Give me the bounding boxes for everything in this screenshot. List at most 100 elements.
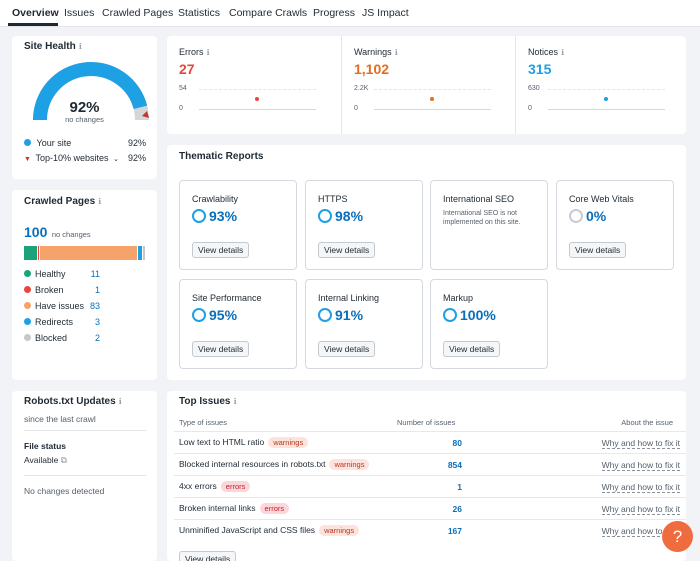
table-row[interactable]: Unminified JavaScript and CSS files warni… <box>174 519 686 541</box>
metric-value[interactable]: 27 <box>179 61 195 77</box>
why-fix-link[interactable]: Why and how to fix it <box>601 526 680 537</box>
why-fix-link[interactable]: Why and how to fix it <box>601 438 680 449</box>
thematic-card-name: Markup <box>443 293 474 303</box>
thematic-card-core-web-vitals[interactable]: Core Web Vitals 0% View details <box>556 180 674 270</box>
crawled-pages-legend-item[interactable]: Redirects 3 <box>24 317 100 333</box>
thematic-card-international-seo[interactable]: International SEO International SEO is no… <box>430 180 548 270</box>
tab-statistics[interactable]: Statistics <box>178 7 221 19</box>
chevron-down-icon[interactable]: ⌄ <box>113 156 119 163</box>
crawled-pages-legend-item[interactable]: Healthy 11 <box>24 269 100 285</box>
crawled-pages-bar-segment[interactable] <box>40 246 138 260</box>
crawled-pages-legend-item[interactable]: Broken 1 <box>24 285 100 301</box>
legend-dot-icon <box>24 270 31 277</box>
crawled-pages-bar-segment[interactable] <box>37 246 40 260</box>
metric-axis-min: 0 <box>179 105 183 112</box>
sparkline-baseline <box>199 109 316 110</box>
issue-badge: warnings <box>329 459 370 470</box>
thematic-card-markup[interactable]: Markup 100% View details <box>430 279 548 369</box>
crawled-pages-bar-segment[interactable] <box>24 246 37 260</box>
crawled-pages-bar-segment[interactable] <box>142 246 145 260</box>
view-details-button[interactable]: View details <box>318 242 376 258</box>
tab-js-impact[interactable]: JS Impact <box>362 7 409 19</box>
sparkline-point[interactable] <box>604 97 608 101</box>
why-fix-link[interactable]: Why and how to fix it <box>601 504 680 515</box>
external-link-icon[interactable]: ⧉ <box>60 455 67 465</box>
issue-badge: errors <box>259 503 290 514</box>
legend-value[interactable]: 11 <box>90 269 100 279</box>
tab-crawled-pages[interactable]: Crawled Pages <box>102 7 174 19</box>
top-issues-view-details-button[interactable]: View details <box>179 551 237 561</box>
legend-label: Have issues <box>35 301 85 311</box>
legend-value[interactable]: 1 <box>94 285 100 295</box>
table-row[interactable]: Blocked internal resources in robots.txt… <box>174 453 686 475</box>
crawled-pages-legend-item[interactable]: Blocked 2 <box>24 333 100 349</box>
issue-name[interactable]: Unminified JavaScript and CSS files warni… <box>179 525 360 536</box>
top-issues-card: Top Issues ℹ Type of issues Number of iss… <box>167 391 686 561</box>
thematic-card-internal-linking[interactable]: Internal Linking 91% View details <box>305 279 423 369</box>
tab-issues[interactable]: Issues <box>64 7 95 19</box>
sparkline-point[interactable] <box>430 97 434 101</box>
metric-value[interactable]: 315 <box>528 61 552 77</box>
legend-value[interactable]: 3 <box>94 317 100 327</box>
why-fix-link[interactable]: Why and how to fix it <box>601 482 680 493</box>
sparkline-baseline <box>548 109 665 110</box>
sparkline-baseline <box>374 109 491 110</box>
info-icon[interactable]: ℹ <box>561 48 565 57</box>
legend-dot-icon <box>24 318 31 325</box>
table-row[interactable]: Low text to HTML ratio warnings 80 Why and … <box>174 431 686 453</box>
crawled-pages-total[interactable]: 100 <box>24 224 48 240</box>
info-icon[interactable]: ℹ <box>98 197 102 206</box>
thematic-card-score: 0% <box>586 208 607 224</box>
info-icon[interactable]: ℹ <box>78 42 82 51</box>
info-icon[interactable]: ℹ <box>233 397 237 406</box>
view-details-button[interactable]: View details <box>192 242 250 258</box>
crawled-pages-change: no changes <box>51 230 91 239</box>
metric-axis-min: 0 <box>354 105 358 112</box>
view-details-button[interactable]: View details <box>569 242 627 258</box>
issue-count[interactable]: 854 <box>447 460 462 470</box>
metric-value[interactable]: 1,102 <box>354 61 390 77</box>
issue-name[interactable]: Broken internal links errors <box>179 503 290 514</box>
table-row[interactable]: 4xx errors errors 1 Why and how to fix it <box>174 475 686 497</box>
legend-value[interactable]: 83 <box>89 301 100 311</box>
issue-count[interactable]: 80 <box>452 438 462 448</box>
tab-overview[interactable]: Overview <box>12 7 59 19</box>
tab-compare-crawls[interactable]: Compare Crawls <box>229 7 308 19</box>
view-details-button[interactable]: View details <box>192 341 250 357</box>
thematic-card-https[interactable]: HTTPS 98% View details <box>305 180 423 270</box>
legend-label: Top-10% websites <box>35 153 109 163</box>
issue-count[interactable]: 167 <box>447 526 462 536</box>
legend-label: Broken <box>35 285 64 295</box>
crawled-pages-bar-segment[interactable] <box>138 246 142 260</box>
issue-name[interactable]: Blocked internal resources in robots.txt… <box>179 459 370 470</box>
legend-value[interactable]: 2 <box>94 333 100 343</box>
help-button[interactable]: ? <box>662 521 693 552</box>
info-icon[interactable]: ℹ <box>394 48 398 57</box>
thematic-card-site-performance[interactable]: Site Performance 95% View details <box>179 279 297 369</box>
benchmark-marker-icon <box>142 111 149 118</box>
issue-name[interactable]: Low text to HTML ratio warnings <box>179 437 309 448</box>
info-icon[interactable]: ℹ <box>118 397 122 406</box>
table-row[interactable]: Broken internal links errors 26 Why and how… <box>174 497 686 519</box>
legend-top-websites[interactable]: ▼ Top-10% websites ⌄ 92% <box>24 153 146 163</box>
issue-count[interactable]: 26 <box>452 504 462 514</box>
tab-progress[interactable]: Progress <box>313 7 356 19</box>
view-details-button[interactable]: View details <box>443 341 501 357</box>
robots-title: Robots.txt Updates ℹ <box>24 396 122 407</box>
file-status-value[interactable]: Available ⧉ <box>24 455 67 465</box>
metric-axis-max: 630 <box>528 85 540 92</box>
issue-count[interactable]: 1 <box>457 482 462 492</box>
crawled-pages-total-row: 100 no changes <box>24 224 91 240</box>
issue-name[interactable]: 4xx errors errors <box>179 481 251 492</box>
crawled-pages-legend-item[interactable]: Have issues 83 <box>24 301 100 317</box>
info-icon[interactable]: ℹ <box>206 48 210 57</box>
crawled-pages-card: Crawled Pages ℹ 100 no changes Healthy 11 B… <box>12 190 157 380</box>
thematic-card-note: International SEO is not implemented on … <box>443 210 521 226</box>
triangle-down-icon: ▼ <box>24 156 31 163</box>
thematic-card-crawlability[interactable]: Crawlability 93% View details <box>179 180 297 270</box>
view-details-button[interactable]: View details <box>318 341 376 357</box>
thematic-card-name: Crawlability <box>192 194 239 204</box>
header-number: Number of issues <box>397 418 456 427</box>
why-fix-link[interactable]: Why and how to fix it <box>601 460 680 471</box>
sparkline-point[interactable] <box>255 97 259 101</box>
